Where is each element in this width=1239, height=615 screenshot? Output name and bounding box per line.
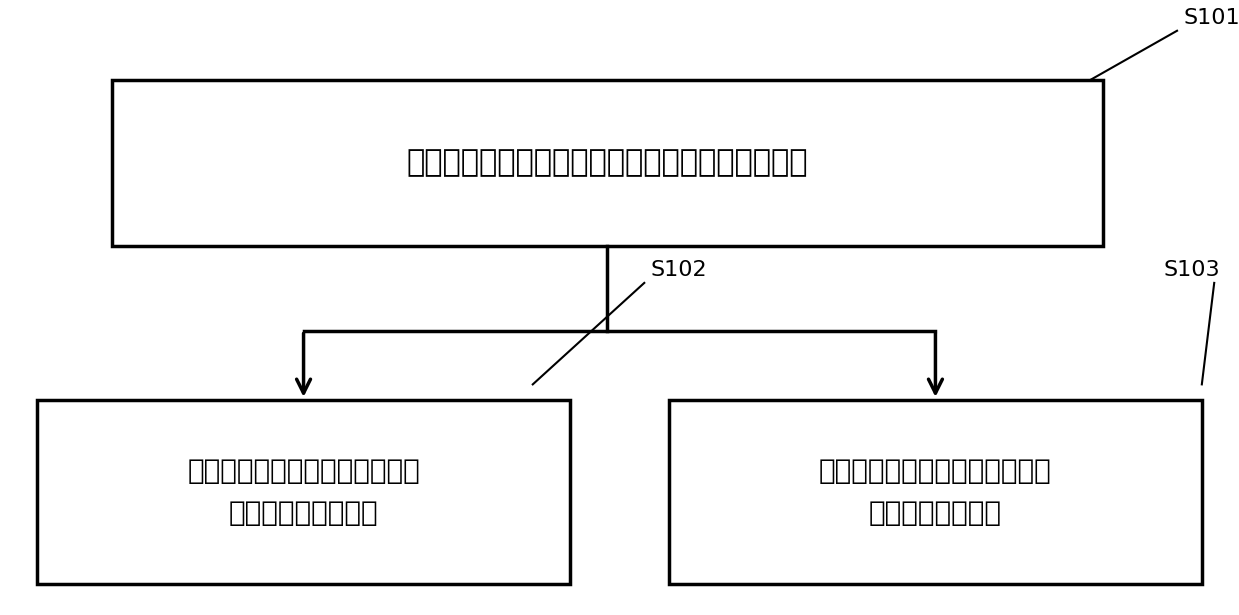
Text: 若二维有向图具有环状结构，放
弃提交待提交的事务: 若二维有向图具有环状结构，放 弃提交待提交的事务	[187, 458, 420, 526]
Text: S102: S102	[650, 260, 707, 280]
Bar	[37, 400, 570, 584]
Text: S101: S101	[1183, 7, 1239, 28]
Text: 若二维有向图不具有环状结构，
提交待提交的事务: 若二维有向图不具有环状结构， 提交待提交的事务	[819, 458, 1052, 526]
Text: S103: S103	[1163, 260, 1220, 280]
Bar	[669, 400, 1202, 584]
Bar	[112, 80, 1103, 246]
Text: 判断并发事务集合的二维有向图是否具有环状结构: 判断并发事务集合的二维有向图是否具有环状结构	[406, 148, 808, 178]
